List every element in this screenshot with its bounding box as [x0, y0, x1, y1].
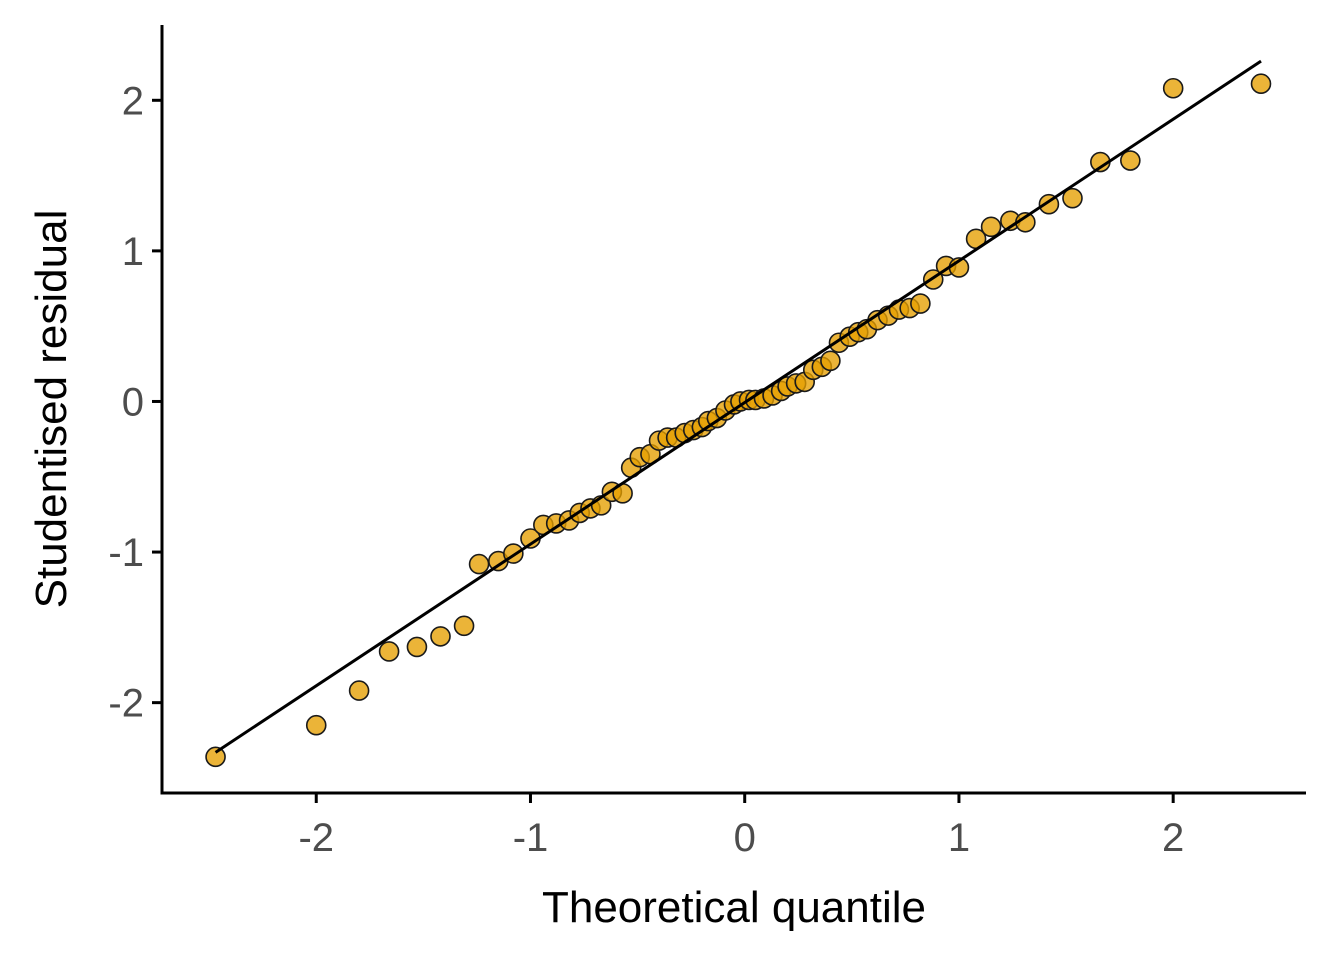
data-point: [820, 350, 841, 372]
x-tick-label: -1: [513, 816, 549, 860]
x-axis-title: Theoretical quantile: [542, 883, 926, 932]
data-point: [1250, 73, 1272, 95]
data-point: [1162, 77, 1184, 99]
data-point: [1062, 187, 1083, 209]
x-tick-label: 2: [1162, 816, 1184, 860]
x-tick-label: -2: [298, 816, 334, 860]
axis-lines: [160, 25, 1306, 795]
data-point: [378, 641, 400, 662]
y-axis-ticks: -2 -1 0 1 2: [108, 79, 162, 726]
x-axis-ticks: -2 -1 0 1 2: [298, 793, 1184, 860]
data-points: [205, 73, 1272, 768]
reference-line: [214, 59, 1262, 754]
data-point: [205, 746, 226, 768]
data-point: [1120, 150, 1141, 171]
data-point: [430, 626, 451, 647]
data-point: [406, 636, 428, 658]
data-point: [305, 714, 327, 736]
y-tick-label: 1: [122, 230, 144, 274]
data-point: [468, 553, 490, 575]
y-tick-label: 0: [122, 380, 144, 424]
x-tick-label: 0: [734, 816, 756, 860]
data-point: [348, 680, 370, 701]
data-point: [453, 615, 475, 637]
y-tick-label: -1: [108, 531, 144, 575]
y-tick-label: -2: [108, 682, 144, 726]
data-point: [980, 216, 1002, 238]
data-point: [910, 293, 931, 314]
y-tick-label: 2: [122, 79, 144, 123]
y-axis-title: Studentised residual: [27, 210, 76, 609]
x-tick-label: 1: [948, 816, 970, 860]
